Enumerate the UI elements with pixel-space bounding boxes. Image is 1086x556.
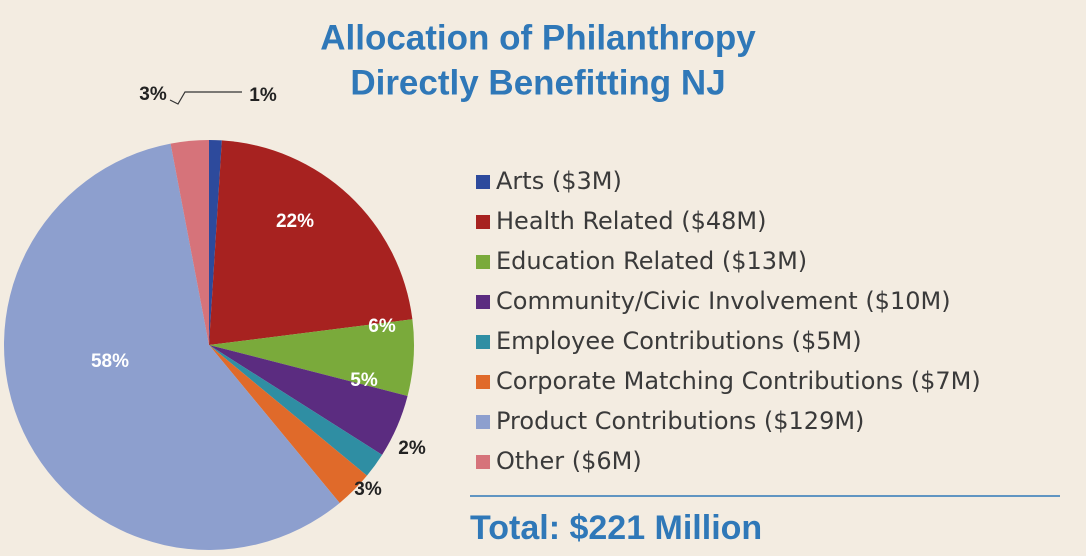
pie-slice [170,140,209,345]
data-label: 5% [350,370,378,391]
legend-swatch [476,175,490,189]
total-annotation: Total: $221 Million [470,509,762,547]
legend-label: Education Related ($13M) [496,247,807,275]
legend-label: Employee Contributions ($5M) [496,327,862,355]
legend-swatch [476,335,490,349]
pie-slice [209,140,222,345]
leader-line [169,91,242,105]
pie-slice [209,345,408,455]
legend-label: Corporate Matching Contributions ($7M) [496,367,981,395]
legend-label: Product Contributions ($129M) [496,407,864,435]
data-label: 6% [368,316,396,337]
pie-slice [209,345,367,503]
pie-slice [3,143,340,551]
data-label: 3% [139,84,167,105]
legend-swatch [476,455,490,469]
data-label: 2% [398,438,426,459]
data-label: 58% [91,351,129,372]
data-label: 3% [354,479,382,500]
legend-label: Community/Civic Involvement ($10M) [496,287,951,315]
legend-swatch [476,295,490,309]
legend-label: Health Related ($48M) [496,207,766,235]
pie-slice [209,140,413,345]
legend-swatch [476,255,490,269]
pie-slice [209,319,414,396]
legend-swatch [476,415,490,429]
data-label: 22% [276,211,314,232]
legend-label: Other ($6M) [496,447,642,475]
legend-swatch [476,215,490,229]
legend-swatch [476,375,490,389]
chart-title: Allocation of Philanthropy [320,18,756,57]
legend-label: Arts ($3M) [496,167,622,195]
pie-slice [209,345,383,476]
data-label: 1% [249,85,277,106]
chart-title: Directly Benefitting NJ [350,63,725,102]
